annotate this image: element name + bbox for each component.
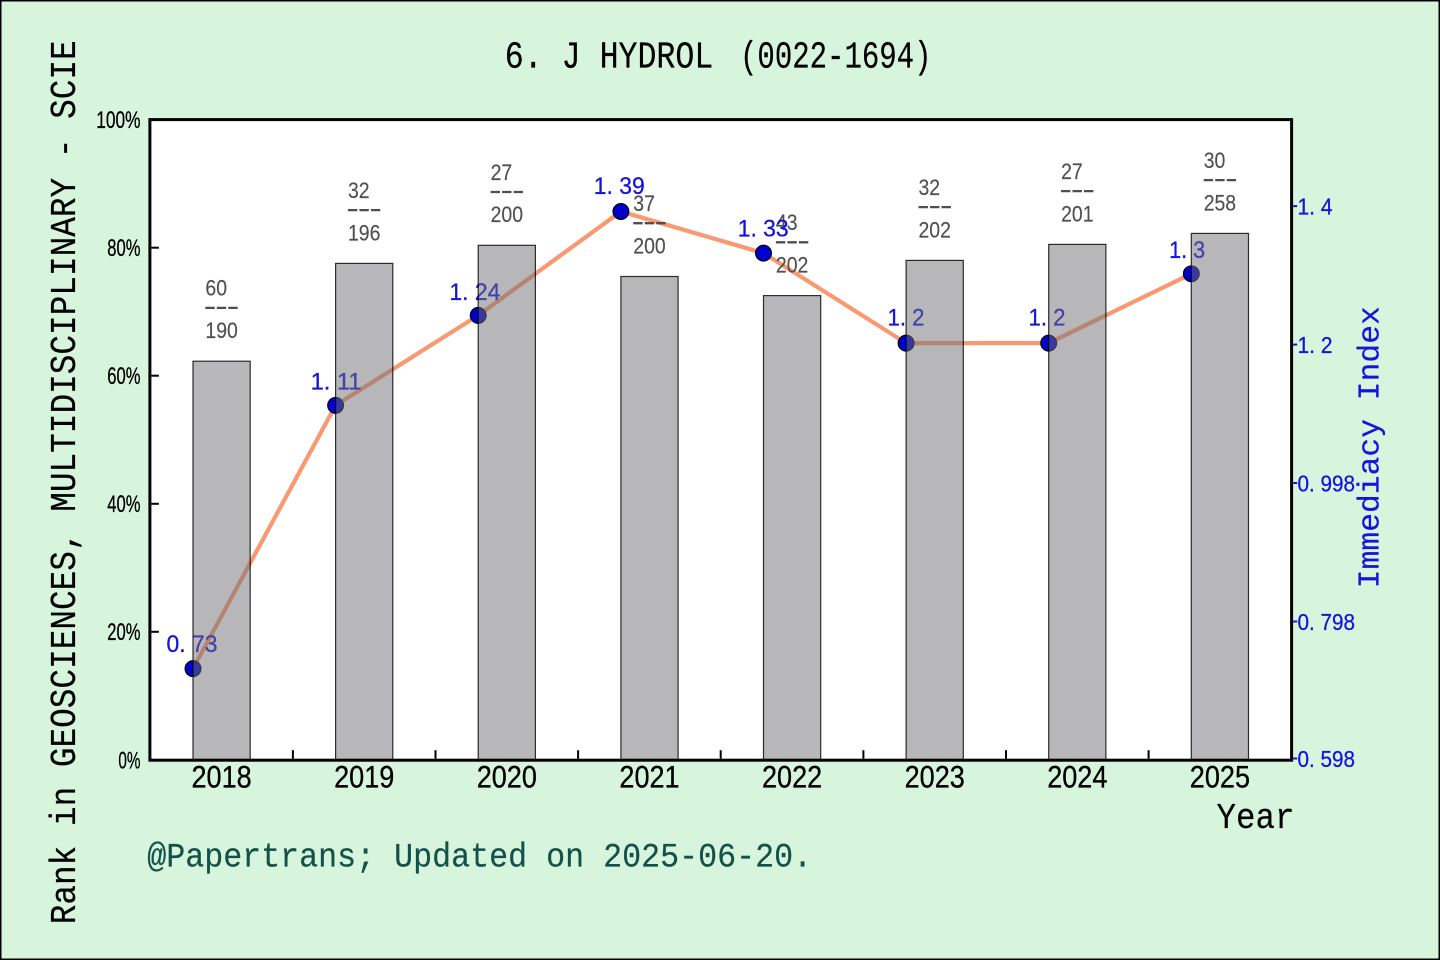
- svg-text:1. 33: 1. 33: [738, 216, 789, 243]
- svg-text:2019: 2019: [334, 760, 394, 795]
- svg-text:30: 30: [1204, 148, 1226, 173]
- svg-text:202: 202: [776, 253, 808, 278]
- svg-text:190: 190: [205, 318, 237, 343]
- svg-text:60: 60: [205, 276, 227, 301]
- svg-text:Year: Year: [1217, 798, 1295, 839]
- svg-text:100%: 100%: [96, 108, 140, 134]
- svg-text:27: 27: [1061, 159, 1083, 184]
- svg-text:0. 598: 0. 598: [1298, 746, 1356, 772]
- svg-text:40%: 40%: [107, 492, 140, 518]
- svg-text:Immediacy Index: Immediacy Index: [1355, 306, 1389, 588]
- svg-text:200: 200: [491, 202, 523, 227]
- svg-text:27: 27: [491, 160, 513, 185]
- svg-text:6. J HYDROL: 6. J HYDROL: [505, 37, 714, 80]
- svg-text:1. 2: 1. 2: [1298, 332, 1333, 358]
- svg-text:2024: 2024: [1047, 760, 1107, 795]
- svg-text:60%: 60%: [107, 364, 140, 390]
- svg-text:258: 258: [1204, 190, 1236, 215]
- svg-text:32: 32: [919, 175, 941, 200]
- svg-text:37: 37: [633, 191, 655, 216]
- svg-text:(0022-1694): (0022-1694): [740, 37, 932, 80]
- svg-text:2021: 2021: [619, 760, 679, 795]
- svg-text:@Papertrans; Updated on 2025-0: @Papertrans; Updated on 2025-06-20.: [147, 838, 812, 877]
- svg-text:200: 200: [633, 233, 665, 258]
- svg-text:1. 4: 1. 4: [1298, 194, 1333, 220]
- svg-text:2023: 2023: [905, 760, 965, 795]
- svg-text:2025: 2025: [1190, 760, 1250, 795]
- svg-text:Rank in GEOSCIENCES, MULTIDISC: Rank in GEOSCIENCES, MULTIDISCIPLINARY -…: [45, 40, 86, 924]
- svg-text:2022: 2022: [762, 760, 822, 795]
- svg-text:20%: 20%: [107, 620, 140, 646]
- svg-text:0. 798: 0. 798: [1298, 609, 1356, 635]
- svg-text:0%: 0%: [118, 748, 140, 774]
- svg-text:1. 39: 1. 39: [594, 173, 645, 200]
- svg-text:2020: 2020: [477, 760, 537, 795]
- svg-text:2018: 2018: [192, 760, 252, 795]
- svg-text:32: 32: [348, 178, 370, 203]
- svg-text:0. 998: 0. 998: [1298, 470, 1356, 496]
- svg-text:43: 43: [776, 210, 798, 235]
- svg-text:201: 201: [1061, 201, 1093, 226]
- svg-text:202: 202: [919, 217, 951, 242]
- svg-text:196: 196: [348, 220, 380, 245]
- svg-text:80%: 80%: [107, 236, 140, 262]
